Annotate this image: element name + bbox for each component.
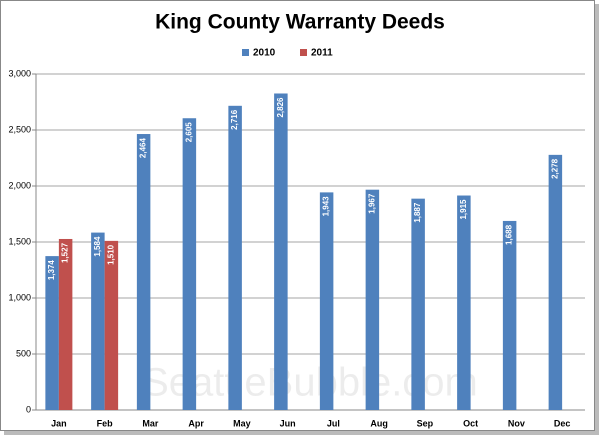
y-tick-label: 3,000 (8, 68, 31, 78)
data-label: 1,688 (505, 224, 514, 245)
data-label: 2,716 (230, 109, 239, 130)
x-tick-label: Jun (280, 418, 296, 428)
x-tick-label: Jan (51, 418, 67, 428)
data-label: 2,278 (550, 158, 559, 179)
legend-swatch (300, 49, 307, 56)
y-tick-label: 2,000 (8, 180, 31, 190)
bar (411, 198, 425, 410)
bar (104, 240, 119, 410)
bar (502, 220, 517, 410)
data-label: 2,826 (276, 97, 285, 118)
data-label: 1,967 (367, 193, 376, 214)
data-label: 2,605 (184, 122, 193, 143)
data-label: 1,510 (106, 244, 115, 265)
legend-swatch (242, 49, 249, 56)
bar (45, 256, 59, 410)
x-tick-label: May (233, 418, 251, 428)
shadow (4, 431, 599, 435)
bar (91, 232, 105, 410)
x-tick-label: Mar (142, 418, 159, 428)
data-label: 1,527 (61, 242, 70, 263)
y-tick-label: 1,500 (8, 236, 31, 246)
x-tick-label: Dec (554, 418, 571, 428)
data-label: 2,464 (139, 137, 148, 158)
bar (274, 93, 288, 410)
x-tick-label: Apr (188, 418, 204, 428)
x-tick-label: Oct (463, 418, 478, 428)
bar (136, 134, 151, 411)
data-label: 1,915 (459, 199, 468, 220)
y-tick-label: 500 (16, 348, 31, 358)
data-label: 1,584 (93, 236, 102, 257)
shadow (595, 4, 599, 435)
x-tick-label: Aug (370, 418, 388, 428)
bar (228, 105, 242, 411)
y-tick-label: 0 (26, 404, 31, 414)
chart-title: King County Warranty Deeds (155, 11, 445, 34)
legend-label: 2011 (311, 48, 333, 59)
data-label: 1,943 (322, 196, 331, 217)
y-tick-label: 1,000 (8, 292, 31, 302)
data-label: 1,374 (47, 260, 56, 281)
bar (365, 189, 380, 410)
legend-label: 2010 (253, 48, 276, 59)
x-tick-label: Sep (417, 418, 434, 428)
bar (58, 238, 73, 410)
bar (182, 118, 197, 411)
x-tick-label: Feb (97, 418, 114, 428)
y-tick-label: 2,500 (8, 124, 31, 134)
bar (457, 195, 471, 410)
x-tick-label: Jul (327, 418, 340, 428)
bar (548, 154, 563, 410)
data-label: 1,887 (413, 202, 422, 223)
bar (319, 192, 334, 410)
x-tick-label: Nov (508, 418, 525, 428)
